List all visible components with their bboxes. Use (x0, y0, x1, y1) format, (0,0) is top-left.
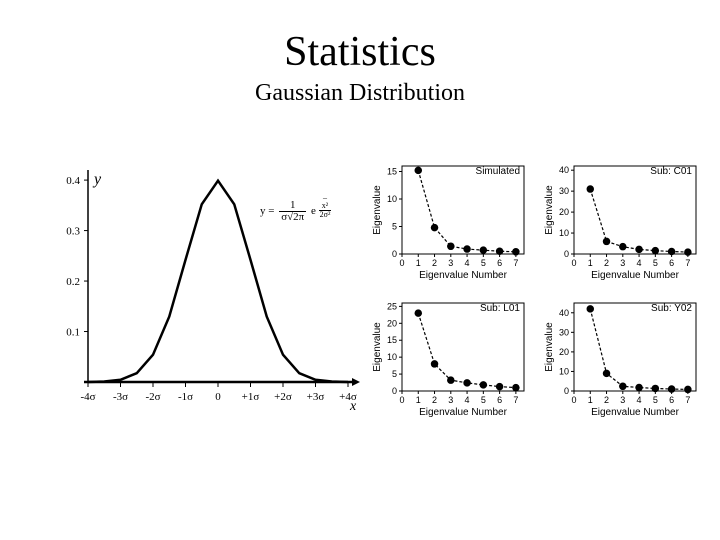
svg-text:+2σ: +2σ (274, 391, 292, 403)
svg-text:0: 0 (571, 258, 576, 268)
title-block: Statistics Gaussian Distribution (0, 0, 720, 107)
svg-text:Eigenvalue: Eigenvalue (372, 322, 383, 372)
svg-text:7: 7 (513, 258, 518, 268)
scree-title-1: Sub: C01 (650, 166, 692, 177)
svg-text:0: 0 (215, 391, 221, 403)
svg-text:1: 1 (416, 258, 421, 268)
svg-text:-3σ: -3σ (113, 391, 128, 403)
scree-panel-3: 0 10 20 30 40 0 1 2 3 4 5 6 7 Eigenvalue Eigenvalue Nu… (542, 297, 702, 422)
scree-panel-0: 0 5 10 15 0 1 2 3 4 5 6 7 Eigenvalue Eigenvalue Numbe… (370, 160, 530, 285)
svg-text:Eigenvalue Number: Eigenvalue Number (419, 270, 507, 280)
slide: Statistics Gaussian Distribution 0.1 0.2 0… (0, 0, 720, 540)
svg-text:5: 5 (653, 258, 658, 268)
svg-text:15: 15 (387, 167, 397, 177)
svg-text:5: 5 (653, 395, 658, 405)
scree-title-3: Sub: Y02 (651, 303, 692, 314)
svg-text:40: 40 (559, 308, 569, 318)
svg-text:0: 0 (399, 395, 404, 405)
svg-text:10: 10 (559, 228, 569, 238)
svg-text:Eigenvalue Number: Eigenvalue Number (591, 407, 679, 417)
svg-text:3: 3 (448, 258, 453, 268)
svg-text:30: 30 (559, 186, 569, 196)
svg-text:Eigenvalue: Eigenvalue (544, 322, 555, 372)
svg-text:1: 1 (416, 395, 421, 405)
gaussian-chart: 0.10.20.30.4-4σ-3σ-2σ-1σ0+1σ+2σ+3σ+4σyx … (40, 160, 360, 420)
scree-svg-2: 0 5 10 15 20 25 0 1 2 3 4 5 6 7 Eigenvalue Eigenvalue N… (370, 297, 530, 417)
svg-text:4: 4 (637, 258, 642, 268)
formula-exp-bot: 2σ² (319, 211, 332, 219)
svg-text:4: 4 (465, 258, 470, 268)
svg-text:0: 0 (392, 249, 397, 259)
svg-text:Eigenvalue Number: Eigenvalue Number (419, 407, 507, 417)
svg-text:Eigenvalue Number: Eigenvalue Number (591, 270, 679, 280)
svg-text:20: 20 (387, 318, 397, 328)
svg-text:7: 7 (685, 395, 690, 405)
scree-svg-0: 0 5 10 15 0 1 2 3 4 5 6 7 Eigenvalue Eigenvalue Numbe… (370, 160, 530, 280)
svg-text:0: 0 (392, 386, 397, 396)
content-area: 0.10.20.30.4-4σ-3σ-2σ-1σ0+1σ+2σ+3σ+4σyx … (0, 160, 720, 420)
svg-text:x: x (349, 399, 357, 414)
svg-text:1: 1 (588, 395, 593, 405)
svg-text:0.4: 0.4 (66, 175, 80, 187)
svg-text:25: 25 (387, 301, 397, 311)
main-title: Statistics (0, 28, 720, 76)
svg-text:6: 6 (669, 258, 674, 268)
svg-text:2: 2 (604, 258, 609, 268)
svg-text:0.1: 0.1 (66, 327, 80, 339)
formula-exp-base: e (311, 205, 316, 217)
svg-text:20: 20 (559, 347, 569, 357)
svg-text:+1σ: +1σ (242, 391, 260, 403)
svg-text:5: 5 (392, 222, 397, 232)
svg-text:-1σ: -1σ (178, 391, 193, 403)
svg-text:y: y (92, 171, 102, 188)
svg-text:6: 6 (497, 258, 502, 268)
svg-text:10: 10 (559, 366, 569, 376)
gaussian-formula: y = 1 σ√2π e – x² 2σ² (260, 200, 331, 225)
svg-text:10: 10 (387, 352, 397, 362)
svg-text:5: 5 (481, 258, 486, 268)
svg-text:Eigenvalue: Eigenvalue (544, 185, 555, 235)
svg-text:0: 0 (564, 249, 569, 259)
svg-text:0.3: 0.3 (66, 226, 80, 238)
svg-text:7: 7 (685, 258, 690, 268)
svg-text:40: 40 (559, 165, 569, 175)
svg-text:4: 4 (637, 395, 642, 405)
svg-text:20: 20 (559, 207, 569, 217)
svg-text:+3σ: +3σ (307, 391, 325, 403)
scree-title-0: Simulated (476, 166, 520, 177)
formula-frac-bot: σ√2π (279, 212, 306, 223)
svg-text:2: 2 (432, 395, 437, 405)
svg-text:0: 0 (564, 386, 569, 396)
svg-text:0: 0 (399, 258, 404, 268)
svg-text:30: 30 (559, 327, 569, 337)
svg-text:0.2: 0.2 (66, 276, 80, 288)
scree-panel-1: 0 10 20 30 40 0 1 2 3 4 5 6 7 Eigenvalue Eigenvalue Nu… (542, 160, 702, 285)
subtitle: Gaussian Distribution (0, 80, 720, 107)
scree-grid: 05101501234567EigenvalueEigenvalue Numbe… (370, 160, 700, 420)
scree-svg-1: 0 10 20 30 40 0 1 2 3 4 5 6 7 Eigenvalue Eigenvalue Nu… (542, 160, 702, 280)
svg-text:10: 10 (387, 194, 397, 204)
svg-text:5: 5 (481, 395, 486, 405)
svg-text:3: 3 (620, 258, 625, 268)
scree-title-2: Sub: L01 (480, 303, 520, 314)
scree-svg-3: 0 10 20 30 40 0 1 2 3 4 5 6 7 Eigenvalue Eigenvalue Nu… (542, 297, 702, 417)
formula-lhs: y = (260, 205, 274, 217)
svg-text:1: 1 (588, 258, 593, 268)
svg-text:0: 0 (571, 395, 576, 405)
svg-text:5: 5 (392, 369, 397, 379)
svg-text:7: 7 (513, 395, 518, 405)
scree-panel-2: 0 5 10 15 20 25 0 1 2 3 4 5 6 7 Eigenvalue Eigenvalue N… (370, 297, 530, 422)
svg-text:6: 6 (669, 395, 674, 405)
svg-text:-2σ: -2σ (145, 391, 160, 403)
svg-text:3: 3 (448, 395, 453, 405)
svg-text:2: 2 (432, 258, 437, 268)
svg-text:6: 6 (497, 395, 502, 405)
svg-text:3: 3 (620, 395, 625, 405)
svg-text:15: 15 (387, 335, 397, 345)
svg-text:-4σ: -4σ (80, 391, 95, 403)
svg-text:2: 2 (604, 395, 609, 405)
svg-text:Eigenvalue: Eigenvalue (372, 185, 383, 235)
gaussian-svg: 0.10.20.30.4-4σ-3σ-2σ-1σ0+1σ+2σ+3σ+4σyx (40, 160, 360, 420)
svg-text:4: 4 (465, 395, 470, 405)
